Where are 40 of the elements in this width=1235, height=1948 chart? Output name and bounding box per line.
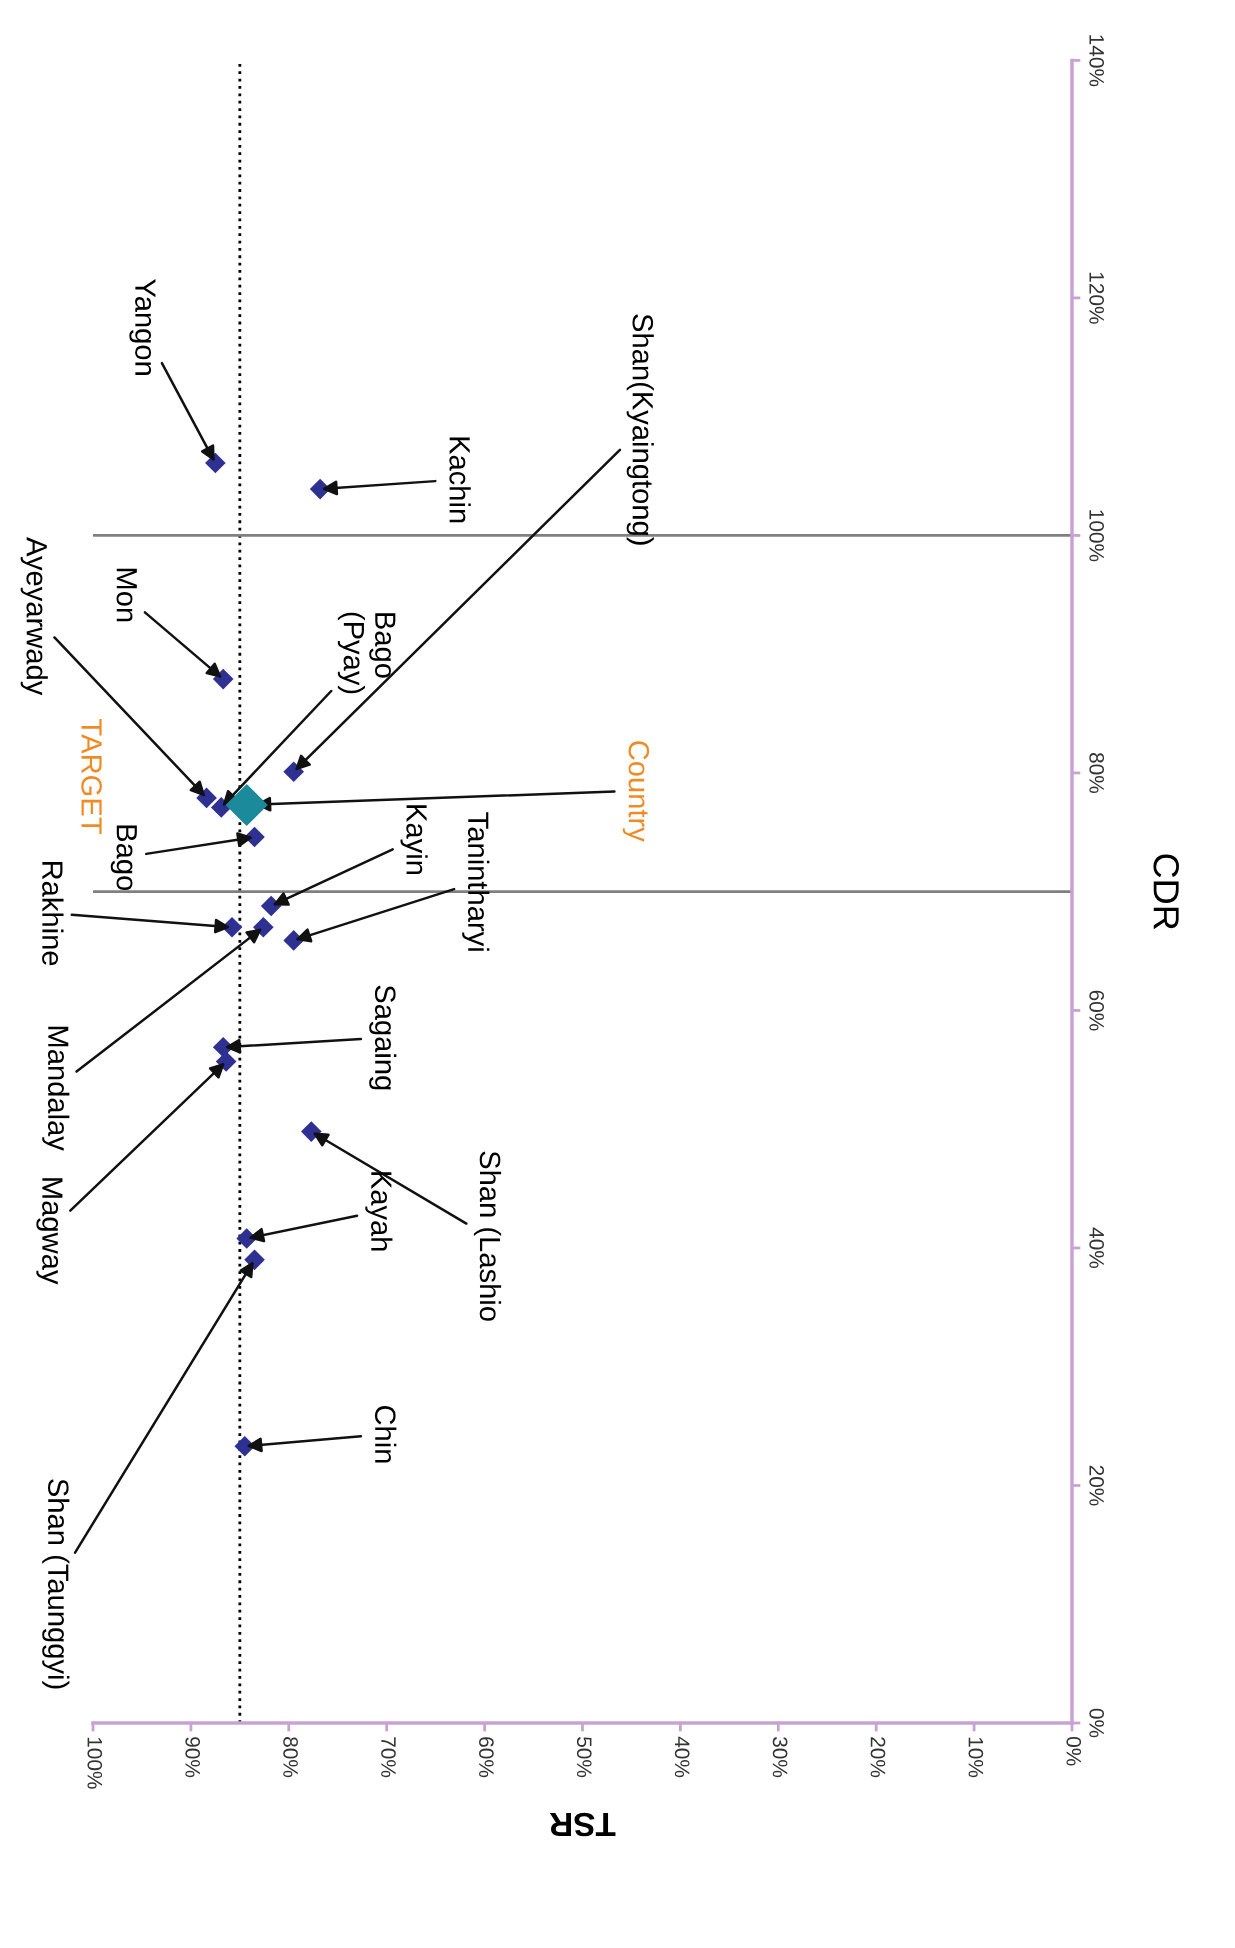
annotation: Shan (Lashio [473, 1151, 502, 1321]
x-tick-label: 70% [381, 1737, 396, 1778]
x-tick-label: 100% [87, 1737, 103, 1789]
y-tick-label: 40% [1089, 1227, 1105, 1269]
annotation: Kayah [365, 1172, 393, 1251]
annotation: TARGET [81, 719, 102, 834]
x-tick-label: 80% [283, 1737, 298, 1778]
x-tick-label: 10% [968, 1737, 984, 1778]
annotation: Bago [110, 825, 137, 891]
annotation: Magway [36, 1178, 63, 1285]
x-tick-label: 30% [772, 1736, 788, 1778]
annotation: Kayin [400, 805, 428, 875]
annotation: Shan(Kyaingtong) [626, 314, 654, 545]
x-tick-label: 20% [870, 1737, 886, 1778]
x-tick-label: 90% [185, 1737, 201, 1778]
annotation: Bago (Pyay) [337, 612, 396, 694]
x-axis-title: TSR [549, 1812, 616, 1837]
annotation: Yangon [129, 279, 156, 375]
x-tick-label: 50% [576, 1737, 592, 1778]
text: Country [622, 741, 650, 842]
y-tick-label: 100% [1089, 510, 1105, 562]
y-tick-label: 140% [1089, 35, 1105, 87]
annotation: Ayeyarwady [20, 537, 48, 696]
annotation: Shan (Taunggyi) [42, 1479, 70, 1689]
annotation: Chin [374, 1405, 397, 1463]
x-tick-label: 60% [479, 1737, 494, 1778]
y-tick-label: 80% [1089, 753, 1105, 794]
annotation: Kachin [449, 437, 471, 523]
y-axis-title: CDR [1153, 854, 1179, 930]
x-tick-label: 0% [1066, 1737, 1082, 1766]
annotation: Mandalay [42, 1026, 70, 1151]
annotation: Tanintharyi [462, 812, 490, 951]
annotation: Rakhine [42, 861, 64, 966]
y-tick-label: 0% [1089, 1708, 1105, 1738]
y-tick-label: 120% [1089, 272, 1105, 324]
y-tick-label: 60% [1089, 990, 1105, 1031]
y-tick-label: 20% [1089, 1465, 1105, 1506]
annotation: Sagaing [369, 985, 397, 1090]
x-tick-label: 40% [674, 1736, 690, 1778]
annotation: Mon [116, 568, 137, 622]
